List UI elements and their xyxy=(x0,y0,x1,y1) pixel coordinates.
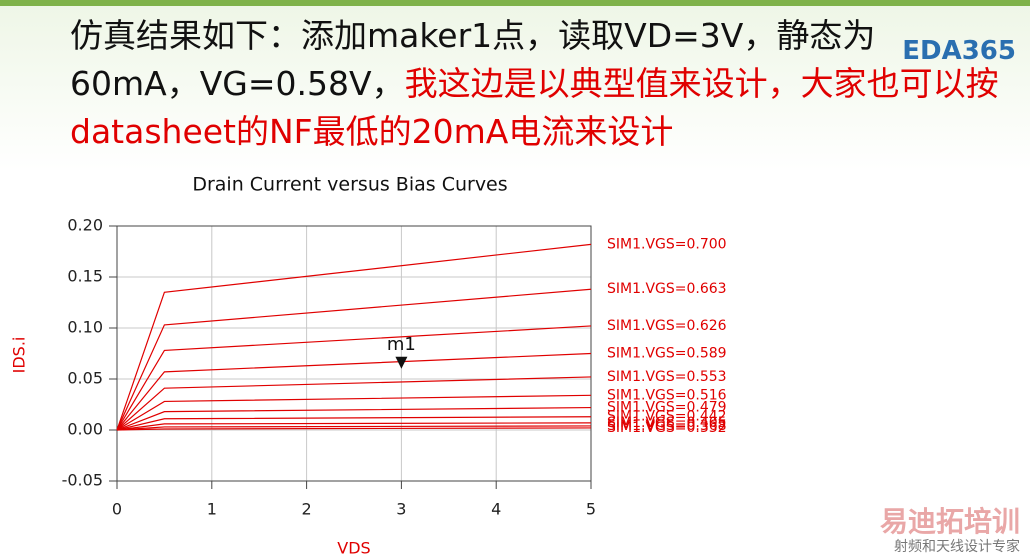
series-line xyxy=(116,325,592,431)
series-line xyxy=(116,288,592,431)
x-axis-title: VDS xyxy=(337,539,370,558)
y-axis-title: IDS.i xyxy=(10,337,29,374)
series-label: SIM1.VGS=0.442 xyxy=(607,409,727,425)
series-label: SIM1.VGS=0.663 xyxy=(607,281,727,297)
top-bar xyxy=(0,0,1030,6)
y-tick-label: 0.15 xyxy=(67,267,103,286)
series-line xyxy=(116,406,592,431)
series-line xyxy=(116,394,592,431)
series-label: SIM1.VGS=0.332 xyxy=(607,420,727,436)
y-tick-label: -0.05 xyxy=(62,471,103,490)
series-label: SIM1.VGS=0.405 xyxy=(607,415,727,431)
heading-black: 仿真结果如下：添加maker1点，读取VD=3V，静态为60mA，VG=0.58… xyxy=(70,16,876,103)
series-label: SIM1.VGS=0.626 xyxy=(607,318,727,334)
heading: 仿真结果如下：添加maker1点，读取VD=3V，静态为60mA，VG=0.58… xyxy=(70,12,1005,156)
heading-red: 我这边是以典型值来设计，大家也可以按datasheet的NF最低的20mA电流来… xyxy=(70,64,999,151)
x-tick-label: 5 xyxy=(586,500,596,519)
x-tick-label: 4 xyxy=(491,500,501,519)
series-label: SIM1.VGS=0.700 xyxy=(607,236,727,252)
y-tick-label: 0.00 xyxy=(67,420,103,439)
series-line xyxy=(116,416,592,431)
x-tick-label: 3 xyxy=(396,500,406,519)
chart: Drain Current versus Bias Curves VDS IDS… xyxy=(10,174,727,558)
chart-title: Drain Current versus Bias Curves xyxy=(192,174,507,196)
plot-frame xyxy=(116,225,592,482)
watermark: 易迪拓培训 xyxy=(879,505,1020,538)
y-tick-label: 0.05 xyxy=(67,369,103,388)
series-line xyxy=(116,427,592,431)
series-line xyxy=(116,243,592,431)
series-label: SIM1.VGS=0.479 xyxy=(607,400,727,416)
marker-label: m1 xyxy=(387,334,416,355)
x-tick-label: 2 xyxy=(302,500,312,519)
y-tick-label: 0.10 xyxy=(67,318,103,337)
logo: EDA365 xyxy=(902,36,1016,66)
series-line xyxy=(116,352,592,431)
x-tick-label: 0 xyxy=(112,500,122,519)
x-tick-label: 1 xyxy=(207,500,217,519)
series-label: SIM1.VGS=0.516 xyxy=(607,387,727,403)
series-line xyxy=(116,425,592,431)
y-tick-label: 0.20 xyxy=(67,216,103,235)
watermark-sub: 射频和天线设计专家 xyxy=(894,539,1020,555)
series-line xyxy=(116,422,592,431)
series-line xyxy=(116,376,592,431)
series-label: SIM1.VGS=0.368 xyxy=(607,418,727,434)
marker xyxy=(395,356,408,369)
series-label: SIM1.VGS=0.589 xyxy=(607,346,727,362)
series-label: SIM1.VGS=0.553 xyxy=(607,369,727,385)
